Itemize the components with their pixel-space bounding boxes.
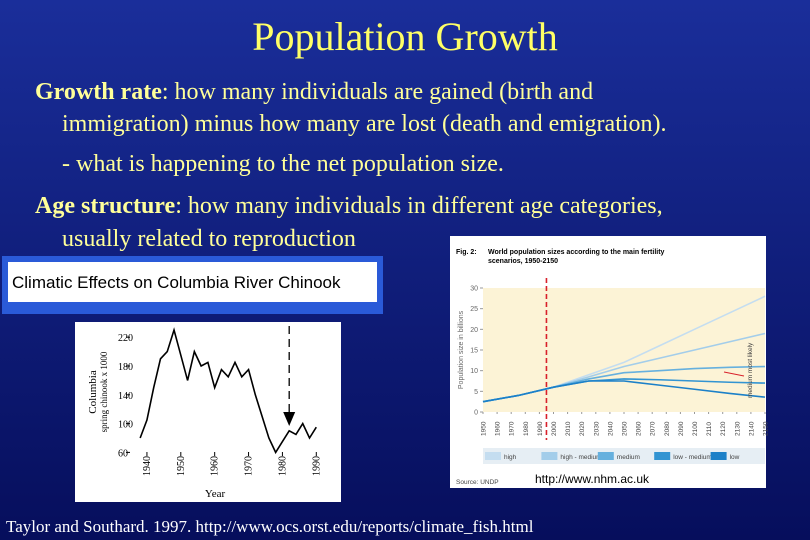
x-tick-label: 1950 [481,421,488,436]
fig-label: Fig. 2: [456,249,477,256]
body-line: immigration) minus how many are lost (de… [62,111,667,137]
fig-title: scenarios, 1950-2150 [488,258,558,265]
x-tick-label: 2150 [763,421,770,436]
y-tick-label: 140 [118,391,133,402]
text: : how many individuals in different age … [175,193,662,219]
x-tick-label: 2050 [622,421,629,436]
note-arrow [723,371,745,377]
x-tick-label: 1960 [495,421,502,436]
legend-label: low - medium [673,454,712,461]
legend-swatch [654,452,671,460]
population-chart: Fig. 2: World population sizes according … [456,249,770,486]
body-line: usually related to reproduction [62,226,356,252]
legend-label: low [730,454,740,461]
y-axis-label: Population size in billions [458,310,465,389]
data-line [482,380,766,403]
chinook-chart: 60 100 140 180 220 1940 1950 1960 1970 1980 1990 Co… [87,326,322,500]
data-line [139,327,317,455]
y-tick-label: 180 [118,362,133,373]
x-tick-label: 1980 [277,456,288,476]
x-tick-label: 1990 [537,421,544,436]
y-tick-label: 60 [118,448,128,459]
fig-title: World population sizes according to the … [488,249,665,256]
x-tick-label: 2110 [706,422,713,436]
x-tick-label: 2010 [565,421,572,436]
note: medium most likely [747,342,754,398]
x-tick-label: 2080 [664,421,671,436]
legend-swatch [710,452,727,460]
legend-label: high [504,454,517,461]
x-tick-label: 1980 [523,421,530,436]
y-axis-label: Columbia [87,370,99,414]
y-axis-label: spring chinook x 1000 [99,351,109,432]
marker-arrow [283,412,296,426]
y-tick-label: 30 [470,286,478,293]
legend-label: high - medium [560,454,601,461]
x-tick-label: 1970 [244,456,255,476]
x-tick-label: 2120 [720,421,727,436]
x-tick-label: 2070 [650,421,657,436]
y-tick-label: 0 [474,410,478,417]
y-tick-label: 20 [470,327,478,334]
source-url: http://www.nhm.ac.uk [535,472,650,486]
citation: Taylor and Southard. 1997. http://www.oc… [6,517,534,536]
legend-swatch [485,452,501,460]
x-tick-label: 2090 [678,421,685,436]
y-tick-label: 5 [474,389,478,396]
x-tick-label: 2040 [607,421,614,436]
x-tick-label: 2060 [636,421,643,436]
x-tick-label: 2000 [551,421,558,436]
x-tick-label: 1940 [142,456,153,476]
body-line: - what is happening to the net populatio… [62,151,504,177]
banner-text: Climatic Effects on Columbia River Chino… [12,273,341,292]
x-tick-label: 2100 [692,421,699,436]
legend-swatch [541,452,558,460]
banner [8,262,377,302]
slide-title: Population Growth [252,14,558,59]
text: : how many individuals are gained (birth… [162,79,593,105]
x-tick-label: 2030 [593,421,600,436]
x-tick-label: 1960 [210,456,221,476]
x-tick-label: 2140 [748,421,755,436]
x-tick-label: 2130 [734,421,741,436]
x-tick-label: 1950 [176,456,187,476]
legend-label: medium [617,454,640,461]
y-tick-label: 100 [118,420,133,431]
y-tick-label: 25 [470,306,478,313]
term: Age structure [35,193,176,219]
x-axis-label: Year [205,488,226,500]
x-tick-label: 1970 [509,421,516,436]
body-line: Age structure: how many individuals in d… [35,193,663,219]
y-tick-label: 10 [470,368,478,375]
legend-swatch [597,452,614,460]
source: Source: UNDP [456,479,499,486]
y-tick-label: 220 [118,333,133,344]
body-line: Growth rate: how many individuals are ga… [35,79,593,105]
x-tick-label: 1990 [311,456,322,476]
y-tick-label: 15 [470,348,478,355]
term: Growth rate [35,79,162,105]
chinook-panel [75,322,341,502]
x-tick-label: 2020 [579,421,586,436]
